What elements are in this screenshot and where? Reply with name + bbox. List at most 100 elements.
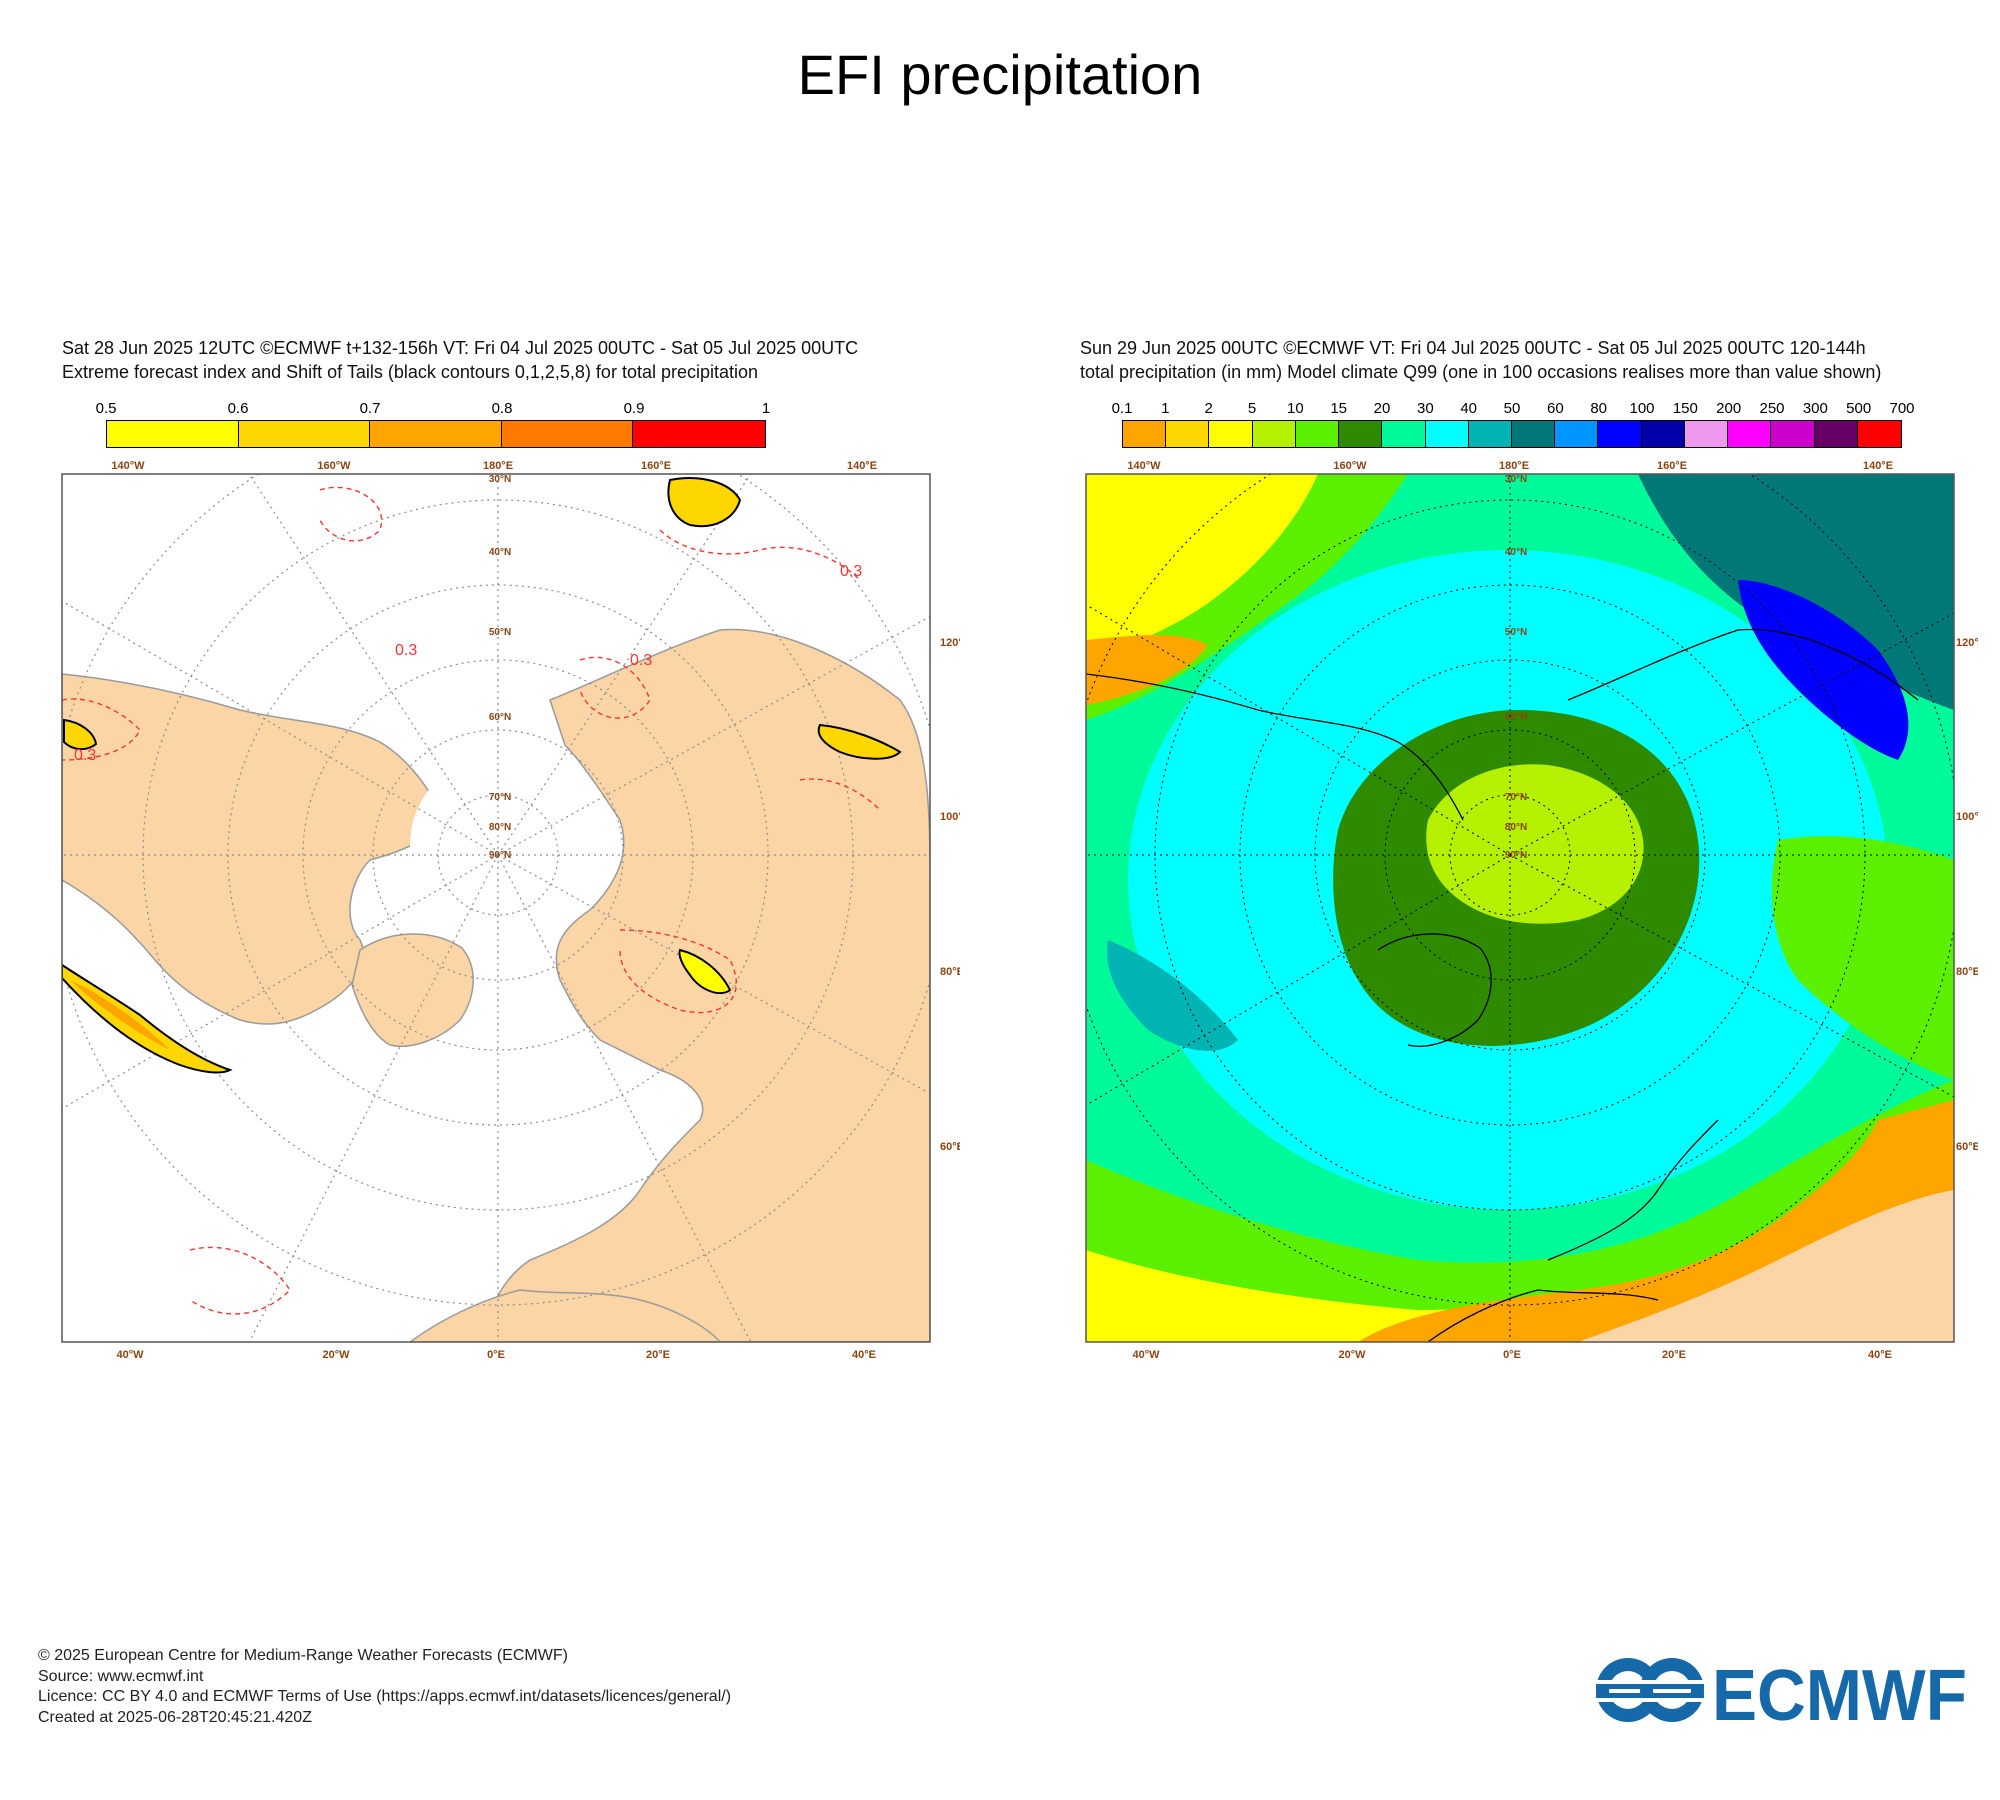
efi-panel: Sat 28 Jun 2025 12UTC ©ECMWF t+132-156h …: [60, 330, 960, 1360]
footer-copyright: © 2025 European Centre for Medium-Range …: [38, 1647, 568, 1664]
colorbar-tick-label: 15: [1330, 400, 1347, 417]
colorbar-swatch: [1684, 421, 1729, 447]
colorbar-tick-label: 100: [1629, 400, 1655, 417]
efi-contour-0.3: [62, 486, 881, 1315]
colorbar-swatch: [501, 421, 634, 447]
colorbar-tick-label: 1: [1161, 400, 1170, 417]
colorbar-swatch: [1468, 421, 1512, 447]
efi-header-line1: Sat 28 Jun 2025 12UTC ©ECMWF t+132-156h …: [62, 338, 859, 358]
efi-map: 0.3 0.3 0.3 0.3 140°W 160°W 180°E 160°E 140°…: [61, 460, 960, 1360]
map-coordinate-label: 50°N: [489, 627, 511, 638]
colorbar-tick-label: 0.5: [95, 400, 117, 417]
colorbar-swatch: [1382, 421, 1426, 447]
map-coordinate-label: 40°N: [489, 547, 511, 558]
colorbar-swatch: [1252, 421, 1296, 447]
map-frame: [61, 473, 931, 1343]
colorbar-swatch: [633, 421, 765, 447]
colorbar-swatch: [1339, 421, 1383, 447]
efi-patch-siberia: [667, 477, 742, 528]
map-coordinate-label: 40°W: [116, 1349, 144, 1360]
precip-band-yellow-nw: [1086, 474, 1318, 660]
map-coordinate-label: 140°E: [1863, 460, 1893, 472]
map-coordinate-label: 100°E: [1956, 811, 1978, 823]
map-coordinate-label: 80°N: [489, 822, 511, 833]
efi-patch-pacific-core: [70, 980, 170, 1050]
precip-band-teal-atlantic: [1107, 940, 1238, 1051]
map-coordinate-label: 70°N: [489, 792, 511, 803]
map-axis-labels: 140°W 160°W 180°E 160°E 140°E 40°W 20°W 0°E 20°E…: [111, 460, 960, 1360]
precip-band-orange-nw: [1086, 635, 1208, 705]
map-coordinate-label: 60°N: [1505, 712, 1527, 723]
page-title: EFI precipitation: [797, 43, 1203, 106]
colorbar-swatch: [1814, 421, 1858, 447]
colorbar-tick-label: 0.8: [491, 400, 513, 417]
graticule: [62, 474, 930, 1342]
colorbar-swatch: [1771, 421, 1815, 447]
efi-patch-west: [63, 718, 98, 750]
precip-colorbar-boxes: [1122, 420, 1902, 448]
colorbar-tick-label: 30: [1416, 400, 1434, 417]
colorbar-swatch: [1857, 421, 1901, 447]
colorbar-tick-label: 700: [1889, 400, 1915, 417]
contour-label: 0.3: [630, 652, 652, 669]
colorbar-tick-label: 10: [1286, 400, 1304, 417]
map-coordinate-label: 30°N: [1505, 474, 1527, 485]
map-coordinate-label: 70°N: [1505, 792, 1527, 803]
map-axis-labels: 140°W 160°W 180°E 160°E 140°E 40°W 20°W 0°E 20°E…: [1127, 460, 1978, 1360]
colorbar-swatch: [1598, 421, 1642, 447]
colorbar-swatch: [1641, 421, 1685, 447]
map-coordinate-label: 100°E: [940, 811, 960, 823]
colorbar-tick-label: 60: [1546, 400, 1564, 417]
colorbar-tick-label: 500: [1846, 400, 1872, 417]
map-coordinate-label: 180°E: [1499, 460, 1529, 472]
map-coordinate-label: 140°W: [1127, 460, 1161, 472]
precip-band-lime-pole: [1426, 764, 1644, 924]
efi-colorbar-ticks: 0.5 0.6 0.7 0.8 0.9 1: [96, 400, 771, 417]
colorbar-tick-label: 20: [1373, 400, 1391, 417]
map-coordinate-label: 20°E: [1662, 1349, 1686, 1360]
precip-band-green-asia: [1772, 836, 1954, 1080]
ecmwf-logo-text: ECMWF: [1712, 1656, 1967, 1730]
map-coordinate-label: 80°N: [1505, 822, 1527, 833]
efi-colorbar-boxes: [106, 420, 766, 448]
map-coordinate-label: 20°W: [1338, 1349, 1366, 1360]
map-coordinate-label: 140°W: [111, 460, 145, 472]
map-coordinate-label: 80°E: [1956, 966, 1978, 978]
arctic-ocean: [410, 755, 590, 935]
ecmwf-logo-mark: [1590, 1658, 1710, 1722]
footer-source: Source: www.ecmwf.int: [38, 1667, 204, 1685]
map-coordinate-label: 40°W: [1132, 1349, 1160, 1360]
colorbar-tick-label: 0.6: [227, 400, 249, 417]
colorbar-swatch: [370, 421, 502, 447]
colorbar-tick-label: 5: [1247, 400, 1257, 417]
colorbar-swatch: [1295, 421, 1340, 447]
footer-created: Created at 2025-06-28T20:45:21.420Z: [38, 1708, 312, 1726]
map-coordinate-label: 40°E: [1868, 1349, 1892, 1360]
map-coordinate-label: 90°N: [1505, 850, 1527, 861]
footer: © 2025 European Centre for Medium-Range …: [38, 1646, 731, 1728]
colorbar-swatch: [1511, 421, 1556, 447]
map-coordinate-label: 20°W: [322, 1349, 350, 1360]
precip-band-dry-sahara: [1578, 1190, 1954, 1342]
colorbar-tick-label: 50: [1503, 400, 1521, 417]
contour-label: 0.3: [840, 563, 862, 580]
colorbar-tick-label: 1: [761, 400, 771, 417]
contour-label: 0.3: [74, 747, 96, 764]
colorbar-swatch: [1728, 421, 1772, 447]
map-coordinate-label: 160°W: [317, 460, 351, 472]
map-coordinate-label: 40°N: [1505, 547, 1527, 558]
map-coordinate-label: 60°N: [489, 712, 511, 723]
map-coordinate-label: 80°E: [940, 966, 960, 978]
contour-label: 0.3: [395, 642, 417, 659]
land-africa: [408, 1289, 721, 1342]
precipitation-panel: Sun 29 Jun 2025 00UTC ©ECMWF VT: Fri 04 …: [1078, 330, 1978, 1360]
colorbar-tick-label: 0.1: [1111, 400, 1133, 417]
map-coordinate-label: 90°N: [489, 850, 511, 861]
graticule: [1086, 474, 1954, 1342]
precip-band-blue-ne: [1738, 580, 1909, 760]
colorbar-swatch: [107, 421, 239, 447]
colorbar-swatch: [1209, 421, 1253, 447]
map-coordinate-label: 0°E: [1503, 1349, 1521, 1360]
footer-licence: Licence: CC BY 4.0 and ECMWF Terms of Us…: [38, 1688, 732, 1705]
colorbar-tick-label: 250: [1759, 400, 1785, 417]
